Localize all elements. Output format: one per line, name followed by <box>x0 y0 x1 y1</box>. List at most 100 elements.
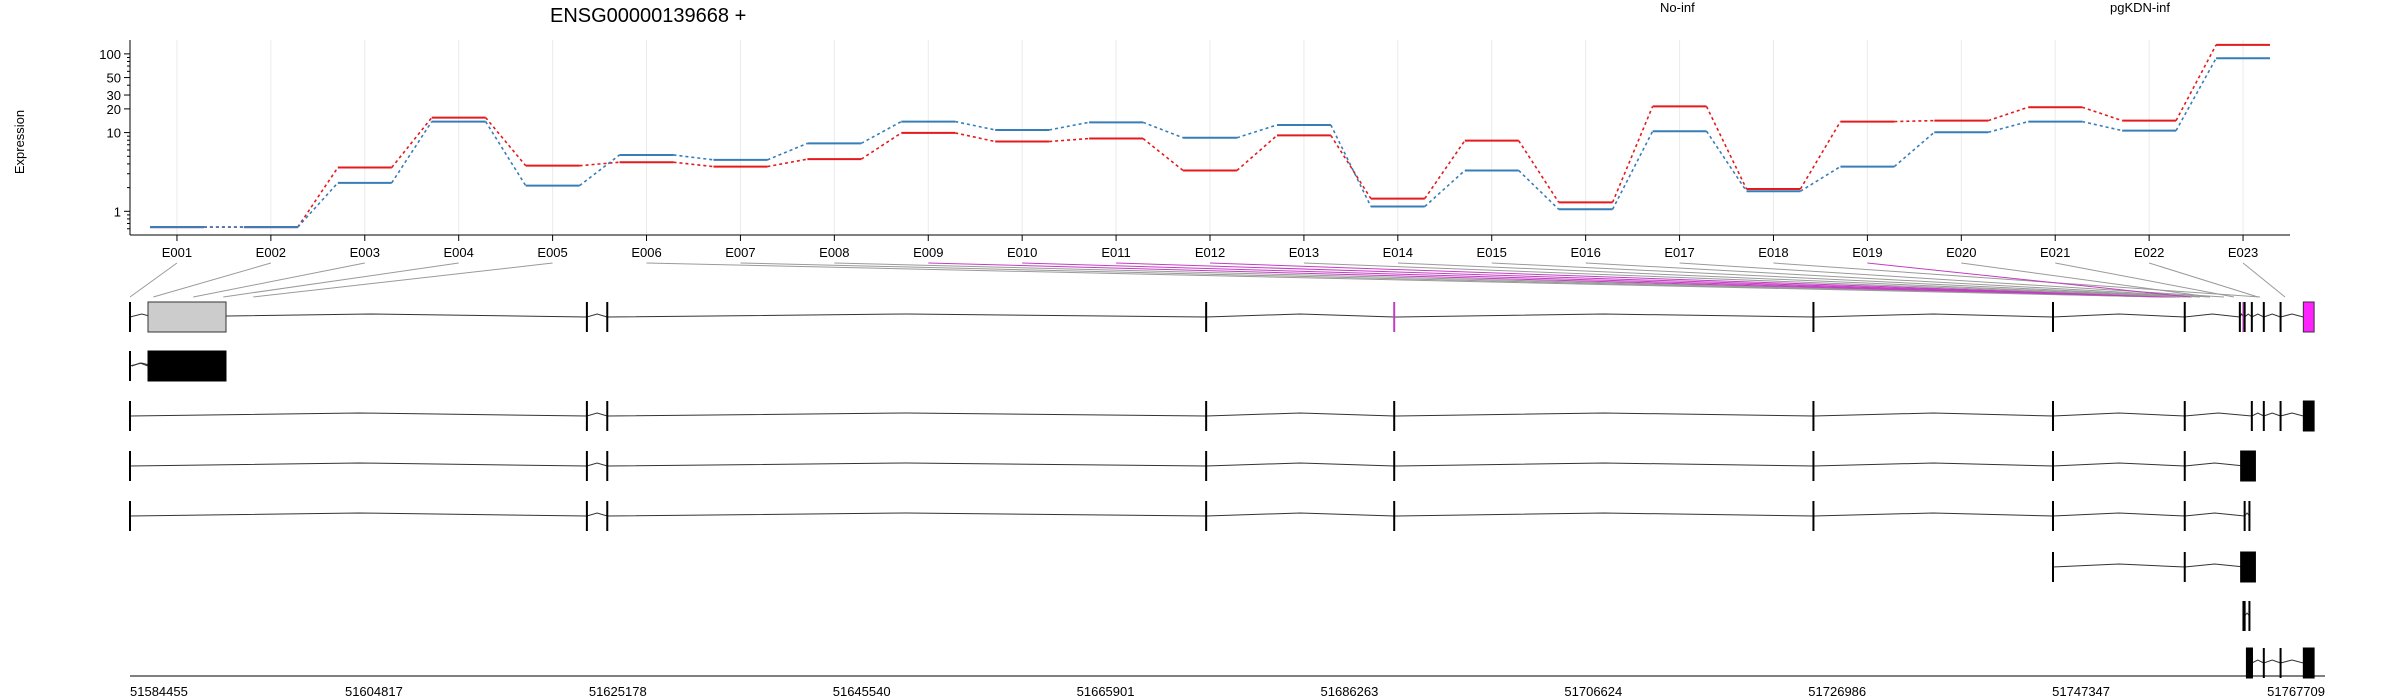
x-tick-label-e009: E009 <box>913 245 943 260</box>
exon-connector <box>223 262 459 298</box>
intron-line <box>2251 412 2265 417</box>
intron-line <box>2184 512 2245 517</box>
series-connector <box>1611 130 1654 210</box>
y-tick-label-20: 20 <box>107 102 121 117</box>
series-connector <box>673 154 714 161</box>
x-tick-label-e003: E003 <box>350 245 380 260</box>
x-tick-label-e006: E006 <box>631 245 661 260</box>
series-connector <box>673 161 714 168</box>
series-connector <box>2175 57 2217 131</box>
y-tick-label-30: 30 <box>107 88 121 103</box>
exon-connector <box>253 262 553 298</box>
x-tick-label-e012: E012 <box>1195 245 1225 260</box>
legend-item-no-inf: No-inf <box>1660 0 1695 15</box>
exon-block <box>2245 647 2253 679</box>
intron-line <box>586 462 608 467</box>
intron-line <box>607 462 1207 467</box>
series-connector <box>860 120 902 145</box>
genome-tick-label-9: 51767709 <box>2267 684 2325 699</box>
series-connector <box>485 117 527 167</box>
exon-connector <box>834 262 2165 298</box>
intron-line <box>1394 313 1814 318</box>
exon-connector <box>1491 262 2201 298</box>
genome-tick-label-5: 51686263 <box>1321 684 1379 699</box>
exon-connector <box>1961 262 2211 298</box>
y-tick-label-1: 1 <box>114 204 121 219</box>
genome-tick-label-3: 51645540 <box>833 684 891 699</box>
series-connector <box>767 158 808 168</box>
series-connector <box>1988 120 2029 134</box>
intron-line <box>2280 412 2304 417</box>
genome-tick-label-2: 51625178 <box>589 684 647 699</box>
exon-connector <box>1867 262 2191 298</box>
exon-connector <box>129 262 178 298</box>
legend-item-pgkdn-inf: pgKDN-inf <box>2110 0 2170 15</box>
series-connector <box>1142 137 1184 172</box>
series-connector <box>1893 131 1935 168</box>
intron-line <box>2052 462 2185 467</box>
x-tick-label-e005: E005 <box>537 245 567 260</box>
series-group <box>150 43 2270 229</box>
genome-tick-label-0: 51584455 <box>130 684 188 699</box>
series-connector <box>1236 134 1278 172</box>
exon-connector <box>1116 262 2177 298</box>
y-tick-label-50: 50 <box>107 71 121 86</box>
genome-axis: 51584455 51604817 51625178 51645540 51665901… <box>130 675 2325 699</box>
exon-connector <box>1303 262 2187 298</box>
x-tick-label-e004: E004 <box>444 245 474 260</box>
exon-block <box>2302 301 2315 333</box>
transcript-1 <box>129 301 2315 333</box>
intron-line <box>1394 462 1814 467</box>
x-tick-label-e008: E008 <box>819 245 849 260</box>
series-connector <box>2081 120 2123 132</box>
series-connector <box>955 120 996 131</box>
intron-line <box>2052 412 2185 417</box>
series-connector <box>1330 135 1372 200</box>
intron-line <box>1206 462 1395 467</box>
series-connector <box>484 121 527 187</box>
exon-connector <box>1209 262 2181 298</box>
series-connector <box>1705 106 1748 190</box>
transcript-tracks <box>129 301 2315 679</box>
x-tick-label-e010: E010 <box>1007 245 1037 260</box>
intron-line <box>607 412 1207 417</box>
intron-line <box>2184 412 2252 417</box>
exon-connector <box>2055 262 2235 298</box>
intron-line <box>607 512 1207 517</box>
intron-line <box>586 313 608 318</box>
series-connector <box>579 161 620 167</box>
x-tick-label-e016: E016 <box>1570 245 1600 260</box>
series-connector <box>860 132 902 160</box>
genome-tick-label-4: 51665901 <box>1077 684 1135 699</box>
intron-line <box>2052 512 2185 517</box>
series-connector <box>1518 140 1560 203</box>
exon-block <box>2240 450 2256 482</box>
x-tick-label-e013: E013 <box>1289 245 1319 260</box>
exon-connector <box>1585 262 2211 298</box>
series-connector <box>1049 137 1090 143</box>
intron-line <box>2184 462 2245 467</box>
exon-block <box>2302 647 2315 679</box>
transcript-8 <box>2245 647 2315 679</box>
series-connector <box>767 142 808 161</box>
intron-line <box>2052 313 2185 318</box>
series-connector <box>1142 121 1184 139</box>
intron-line <box>586 512 608 517</box>
intron-line <box>1206 412 1395 417</box>
series-connector <box>391 121 433 184</box>
exon-connector <box>2148 262 2259 298</box>
series-connector <box>1518 169 1560 210</box>
genome-tick-label-7: 51726986 <box>1808 684 1866 699</box>
intron-line <box>129 412 587 417</box>
x-tick-label-e001: E001 <box>162 245 192 260</box>
x-axis: E001 E002 E003 E004 E005 E006 E007 E008 E009 E010… <box>130 234 2290 260</box>
exon-block <box>2302 400 2315 432</box>
intron-line <box>1813 462 2054 467</box>
genome-tick-label-8: 51747347 <box>2052 684 2110 699</box>
x-tick-label-e019: E019 <box>1852 245 1882 260</box>
series-connector <box>1799 121 1842 190</box>
series-connector <box>2081 106 2123 122</box>
transcript-6 <box>2051 551 2256 583</box>
exon-block <box>147 301 227 333</box>
